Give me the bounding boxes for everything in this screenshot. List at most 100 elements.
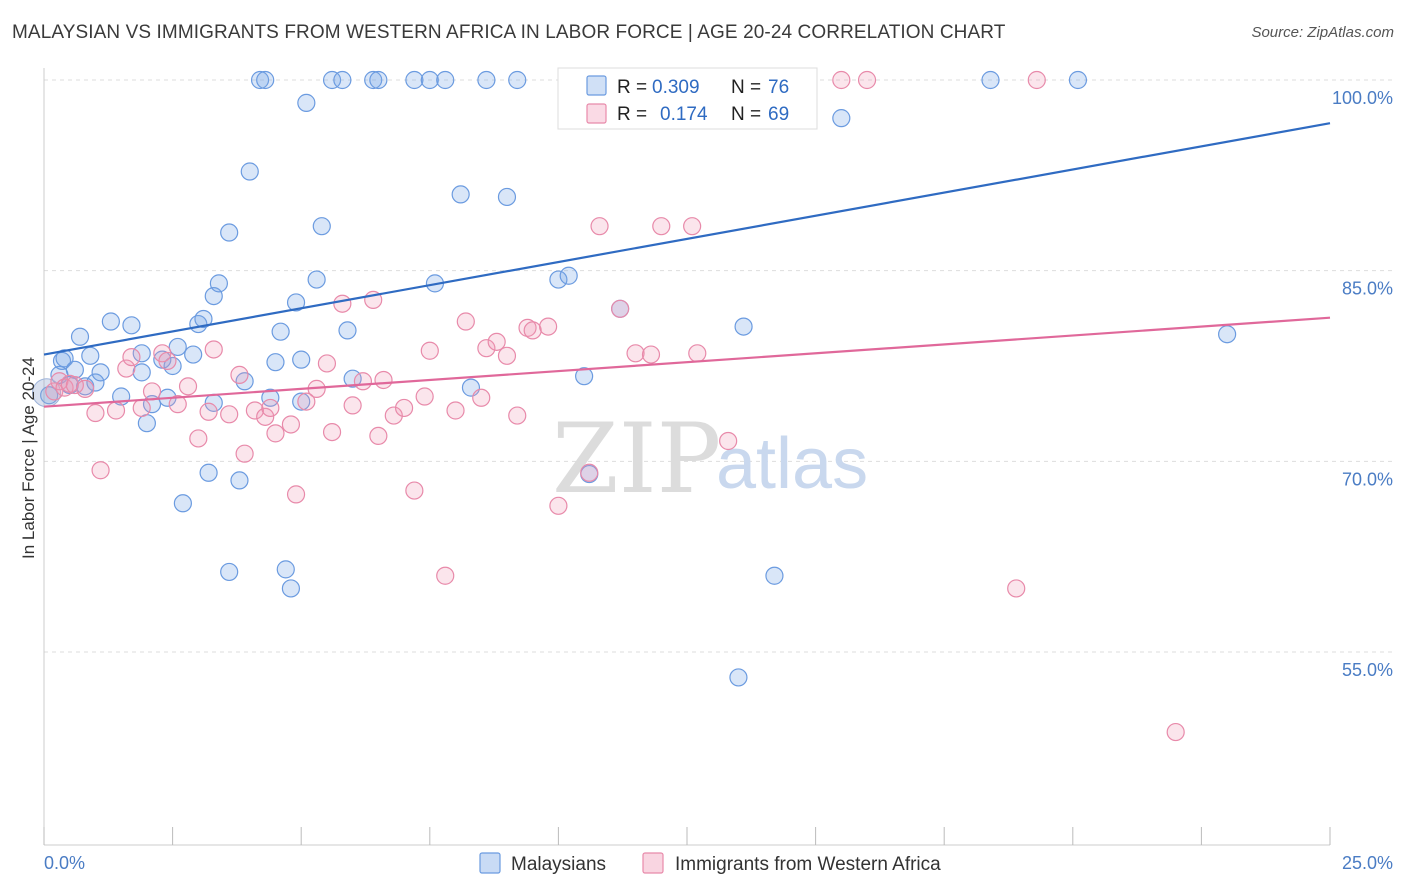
malaysians-trend-line <box>43 122 1331 356</box>
malaysians-point-6 <box>70 327 90 346</box>
malaysians-point-33 <box>250 70 270 90</box>
western-africa-point-28 <box>286 485 306 504</box>
western-africa-point-4 <box>65 375 84 395</box>
x-tick-label-min: 0.0% <box>44 853 85 873</box>
western-africa-point-49 <box>487 332 506 351</box>
malaysians-point-20 <box>168 337 187 357</box>
malaysians-point-73 <box>132 363 151 382</box>
legend-top-box <box>557 67 818 130</box>
malaysians-point-67 <box>765 566 784 585</box>
malaysians-point-42 <box>297 93 316 112</box>
y-axis-title: In Labor Force | Age 20-24 <box>19 357 38 559</box>
western-africa-point-12 <box>142 382 162 401</box>
western-africa-point-60 <box>641 345 661 364</box>
western-africa-point-7 <box>91 461 110 480</box>
series-western-africa-points <box>45 70 1185 742</box>
western-africa-point-32 <box>322 422 342 442</box>
malaysians-point-59 <box>549 270 568 289</box>
malaysians-point-58 <box>508 70 527 90</box>
western-africa-point-21 <box>230 365 249 384</box>
western-africa-point-33 <box>333 294 352 313</box>
western-africa-point-5 <box>76 379 95 398</box>
malaysians-point-13 <box>122 316 141 335</box>
western-africa-point-41 <box>405 481 424 500</box>
western-africa-point-48 <box>477 339 496 358</box>
legend-swatch-malaysians <box>479 852 501 874</box>
axes <box>43 68 1331 846</box>
malaysians-point-19 <box>163 356 182 376</box>
x-tick-label-max: 25.0% <box>1342 853 1393 873</box>
watermark-atlas: atlas <box>716 424 868 504</box>
malaysians-point-47 <box>338 321 357 340</box>
malaysians-point-40 <box>286 293 306 312</box>
y-tick-label-55: 55.0% <box>1342 660 1393 680</box>
western-africa-point-67 <box>1027 70 1046 90</box>
western-africa-point-53 <box>523 321 542 340</box>
legend-label-malaysians: Malaysians <box>511 854 606 875</box>
legend-top-swatch-pink <box>586 103 607 124</box>
legend-swatch-western-africa <box>642 852 664 874</box>
western-africa-point-38 <box>374 370 393 390</box>
malaysians-point-70 <box>1068 70 1088 90</box>
malaysians-point-45 <box>322 70 342 90</box>
western-africa-point-34 <box>343 396 362 415</box>
western-africa-point-9 <box>117 359 136 378</box>
western-africa-point-52 <box>518 318 537 337</box>
western-africa-point-27 <box>281 415 301 434</box>
malaysians-point-41 <box>292 392 311 411</box>
legend-label-western-africa: Immigrants from Western Africa <box>675 854 941 875</box>
western-africa-point-20 <box>220 405 239 424</box>
western-africa-point-68 <box>1007 579 1026 598</box>
malaysians-point-57 <box>497 187 517 207</box>
western-africa-point-15 <box>168 395 187 414</box>
western-africa-point-58 <box>611 299 630 318</box>
malaysians-point-44 <box>312 217 331 236</box>
legend-top-n-label-blue: N = <box>731 77 761 98</box>
western-africa-point-37 <box>369 426 388 446</box>
chart-title: MALAYSIAN VS IMMIGRANTS FROM WESTERN AFR… <box>12 22 1006 43</box>
legend-top-r-label-blue: R = <box>617 77 647 98</box>
western-africa-point-31 <box>317 354 337 373</box>
legend-top-n-value-blue: 76 <box>768 77 789 98</box>
western-africa-point-50 <box>497 346 517 365</box>
western-africa-point-24 <box>256 407 275 426</box>
western-africa-point-55 <box>549 496 568 515</box>
malaysians-point-37 <box>271 322 290 341</box>
western-africa-point-54 <box>539 317 558 336</box>
series-malaysians-points <box>32 70 1237 687</box>
y-tick-label-70: 70.0% <box>1342 469 1393 489</box>
western-africa-point-64 <box>719 431 738 451</box>
western-africa-point-19 <box>204 340 223 359</box>
malaysians-point-69 <box>981 70 1000 90</box>
legend-top-n-value-pink: 69 <box>768 104 789 125</box>
malaysians-point-10 <box>91 363 110 382</box>
malaysians-point-38 <box>276 560 295 579</box>
malaysians-point-39 <box>281 579 301 598</box>
western-africa-point-66 <box>857 70 877 90</box>
western-africa-point-11 <box>132 398 151 418</box>
western-africa-point-25 <box>261 398 280 418</box>
malaysians-point-60 <box>559 266 578 285</box>
western-africa-point-26 <box>266 424 285 443</box>
western-africa-point-56 <box>580 463 599 482</box>
western-africa-point-18 <box>199 402 218 421</box>
western-africa-point-22 <box>235 444 254 463</box>
western-africa-point-59 <box>626 344 645 363</box>
western-africa-point-10 <box>122 348 141 367</box>
western-africa-point-39 <box>384 406 403 425</box>
legend-bottom: Malaysians Immigrants from Western Afric… <box>479 852 941 875</box>
western-africa-point-62 <box>683 217 702 236</box>
western-africa-point-61 <box>652 217 671 236</box>
malaysians-point-66 <box>734 317 753 336</box>
malaysians-point-32 <box>240 162 259 181</box>
western-africa-point-0 <box>45 382 64 401</box>
western-africa-point-65 <box>832 70 851 90</box>
source-credit: Source: ZipAtlas.com <box>1251 24 1394 41</box>
malaysians-point-35 <box>261 388 280 407</box>
malaysians-point-8 <box>81 346 100 365</box>
malaysians-point-50 <box>405 70 424 90</box>
legend-top-r-value-blue: 0.309 <box>652 77 700 98</box>
y-tick-label-85: 85.0% <box>1342 279 1393 299</box>
western-africa-point-8 <box>106 401 126 420</box>
